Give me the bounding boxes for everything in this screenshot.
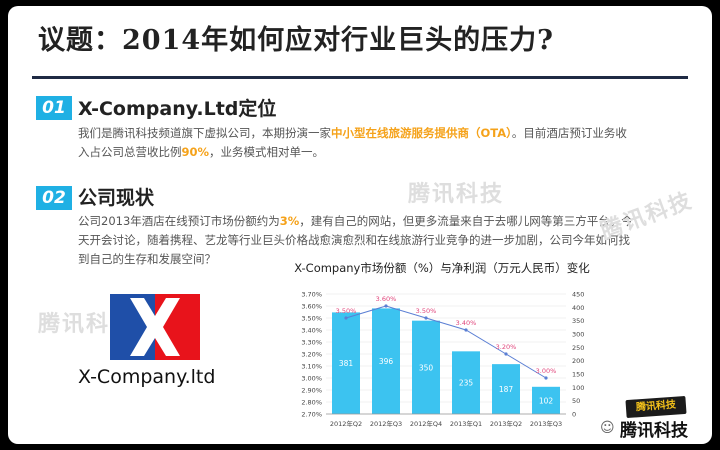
share-value-label: 3.60% <box>376 295 397 303</box>
y-left-tick-label: 2.90% <box>301 387 322 395</box>
bar-value-label: 396 <box>379 357 394 366</box>
bar <box>492 364 520 414</box>
y-left-tick-label: 3.70% <box>301 291 322 299</box>
y-right-tick-label: 200 <box>572 357 584 365</box>
logo-caption: X-Company.ltd <box>78 366 216 388</box>
bar-value-label: 350 <box>419 363 434 372</box>
y-left-tick-label: 3.00% <box>301 375 322 383</box>
y-left-tick-label: 2.80% <box>301 399 322 407</box>
share-value-label: 3.40% <box>456 319 477 327</box>
share-point <box>504 352 508 356</box>
bar-value-label: 187 <box>499 385 514 394</box>
bar <box>332 312 360 414</box>
share-point <box>424 316 428 320</box>
bar <box>532 386 560 414</box>
x-tick-label: 2013年Q3 <box>530 419 562 428</box>
share-value-label: 3.50% <box>336 307 357 315</box>
x-tick-label: 2012年Q3 <box>370 419 402 428</box>
bar <box>412 320 440 414</box>
section-number-badge: 01 <box>36 96 72 120</box>
highlight-text: 3% <box>279 214 300 228</box>
y-left-tick-label: 3.30% <box>301 339 322 347</box>
watermark: 腾讯科技 <box>408 182 505 207</box>
bar-value-label: 235 <box>459 379 474 388</box>
y-left-tick-label: 3.20% <box>301 351 322 359</box>
y-right-tick-label: 350 <box>572 317 584 325</box>
logo-x-mark <box>130 298 180 356</box>
section-number-badge: 02 <box>36 186 72 210</box>
section-heading: X-Company.Ltd定位 <box>78 98 277 120</box>
y-right-tick-label: 50 <box>572 397 580 405</box>
bar-value-label: 102 <box>539 396 554 405</box>
y-right-tick-label: 100 <box>572 384 584 392</box>
y-right-tick-label: 400 <box>572 304 584 312</box>
slide: 议题：2014年如何应对行业巨头的压力? 01 X-Company.Ltd定位 … <box>8 6 712 444</box>
y-left-tick-label: 3.10% <box>301 363 322 371</box>
bar-value-label: 381 <box>339 359 354 368</box>
x-tick-label: 2012年Q4 <box>410 419 442 428</box>
share-value-label: 3.00% <box>536 367 557 375</box>
market-share-profit-chart: X-Company市场份额（%）与净利润（万元人民币）变化 381 396 350 2… <box>294 261 590 428</box>
share-point <box>384 304 388 308</box>
company-logo <box>110 294 200 360</box>
share-point <box>544 376 548 380</box>
share-value-label: 3.20% <box>496 343 517 351</box>
chart-title: X-Company市场份额（%）与净利润（万元人民币）变化 <box>294 261 590 275</box>
y-right-tick-label: 450 <box>572 291 584 299</box>
bar <box>372 308 400 414</box>
y-left-tick-label: 3.40% <box>301 327 322 335</box>
title-divider <box>32 76 688 79</box>
x-tick-label: 2013年Q1 <box>450 419 482 428</box>
highlight-text: 90% <box>181 145 210 159</box>
x-tick-label: 2013年Q2 <box>490 419 522 428</box>
share-point <box>344 316 348 320</box>
y-left-tick-label: 3.60% <box>301 303 322 311</box>
y-left-tick-label: 3.50% <box>301 315 322 323</box>
slide-title: 议题：2014年如何应对行业巨头的压力? <box>38 25 554 56</box>
bar <box>452 351 480 414</box>
section-heading: 公司现状 <box>78 187 155 209</box>
y-left-tick-label: 2.70% <box>301 411 322 419</box>
section-body: 公司2013年酒店在线预订市场份额约为3%，建有自己的网站，但更多流量来自于去哪… <box>78 214 633 266</box>
wechat-icon: ☺ <box>600 420 615 436</box>
share-value-label: 3.50% <box>416 307 437 315</box>
y-right-tick-label: 250 <box>572 344 584 352</box>
x-tick-label: 2012年Q2 <box>330 419 362 428</box>
y-right-tick-label: 300 <box>572 331 584 339</box>
section-body: 我们是腾讯科技频道旗下虚拟公司，本期扮演一家中小型在线旅游服务提供商（OTA）。… <box>78 126 627 159</box>
highlight-text: 中小型在线旅游服务提供商（OTA） <box>331 126 512 140</box>
corner-brand: 腾讯科技 <box>620 421 688 441</box>
share-point <box>464 328 468 332</box>
share-line <box>345 305 547 379</box>
corner-badge: 腾讯科技 <box>625 395 687 419</box>
y-right-tick-label: 150 <box>572 371 584 379</box>
y-right-tick-label: 0 <box>572 411 576 419</box>
